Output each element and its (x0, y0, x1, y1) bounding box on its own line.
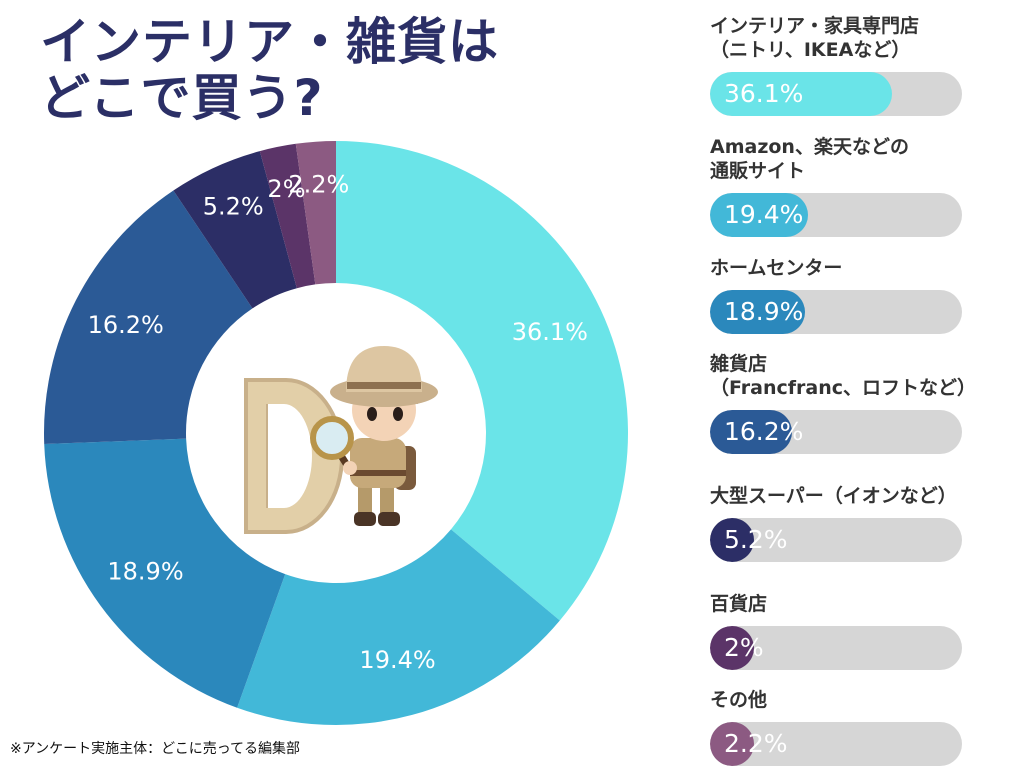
legend-bar-track: 18.9% (710, 290, 962, 334)
mascot-hand (343, 461, 357, 475)
legend-bar-track: 19.4% (710, 193, 962, 237)
legend-bar-value: 2% (724, 633, 764, 662)
donut-slice-4 (44, 190, 253, 445)
legend-label: 雑貨店 （Francfranc、ロフトなど） (710, 352, 1010, 400)
legend-bar-value: 19.4% (724, 200, 804, 229)
legend-label-line: 通販サイト (710, 160, 806, 182)
slice-value-label-1: 36.1% (512, 318, 588, 346)
legend-bar-track: 2% (710, 626, 962, 670)
legend-label: 百貨店 (710, 592, 1010, 616)
legend-bar-fill (710, 193, 808, 237)
slice-value-label-7: 2.2% (288, 171, 349, 199)
legend-label-line: 百貨店 (710, 593, 768, 615)
slice-value-label-3: 18.9% (107, 557, 183, 585)
mascot-helmet-band (347, 382, 421, 389)
legend-bar-track: 5.2% (710, 518, 962, 562)
footnote: ※アンケート実施主体：どこに売ってる編集部 (10, 741, 301, 757)
donut-slice-3 (44, 438, 286, 708)
legend-bar-value: 18.9% (724, 297, 804, 326)
magnifier-lens (310, 416, 354, 460)
legend-bar-value: 5.2% (724, 525, 788, 554)
legend-label-line: インテリア・家具専門店 (710, 15, 920, 37)
legend-label: ホームセンター (710, 256, 1010, 280)
mascot-belt (350, 470, 406, 476)
legend-bar-fill (710, 626, 754, 670)
legend-label: その他 (710, 688, 1010, 712)
legend-label-line: 大型スーパー（イオンなど） (710, 485, 957, 507)
legend-bar-track: 2.2% (710, 722, 962, 766)
donut-slice-5 (173, 151, 297, 309)
legend-label-line: その他 (710, 689, 768, 711)
chart-title: インテリア・雑貨は どこで買う? (40, 14, 600, 126)
slice-value-label-4: 16.2% (88, 311, 164, 339)
legend-bar-fill (710, 410, 792, 454)
chart-title-line-2: どこで買う? (40, 69, 324, 127)
legend-label-line: 雑貨店 (710, 353, 768, 375)
donut-slice-2 (237, 529, 560, 725)
legend-label-line: （Francfranc、ロフトなど） (710, 377, 976, 399)
legend-item-7: その他 2.2% (710, 688, 1010, 766)
legend-label: Amazon、楽天などの 通販サイト (710, 135, 1010, 183)
mascot-boot-left (354, 512, 376, 526)
mascot-body (350, 438, 406, 488)
legend-label-line: Amazon、楽天などの (710, 136, 909, 158)
legend-bar-fill (710, 722, 754, 766)
legend-item-1: インテリア・家具専門店 （ニトリ、IKEAなど） 36.1% (710, 14, 1010, 116)
legend-label: 大型スーパー（イオンなど） (710, 484, 1010, 508)
mascot-boot-right (378, 512, 400, 526)
letter-d-highlight (248, 382, 340, 530)
legend-item-4: 雑貨店 （Francfranc、ロフトなど） 16.2% (710, 352, 1010, 454)
slice-value-label-2: 19.4% (359, 646, 435, 674)
legend-bar-track: 16.2% (710, 410, 962, 454)
legend-bar-value: 16.2% (724, 417, 804, 446)
legend-bar-fill (710, 518, 754, 562)
donut-slice-7 (295, 141, 336, 285)
legend-bar-value: 36.1% (724, 79, 804, 108)
legend-bar-fill (710, 72, 892, 116)
mascot-helmet-dome (346, 346, 422, 392)
slice-value-label-5: 5.2% (203, 192, 264, 220)
mascot-eye-right (393, 407, 403, 421)
legend-bar-value: 2.2% (724, 729, 788, 758)
legend-bar-track: 36.1% (710, 72, 962, 116)
donut-slice-6 (259, 143, 316, 289)
donut-slice-1 (336, 141, 628, 621)
slice-value-label-6: 2% (267, 175, 305, 203)
legend-label-line: （ニトリ、IKEAなど） (710, 39, 911, 61)
detective-mascot-illustration (244, 346, 438, 534)
legend-item-6: 百貨店 2% (710, 592, 1010, 670)
chart-title-line-1: インテリア・雑貨は (40, 13, 499, 71)
legend-item-5: 大型スーパー（イオンなど） 5.2% (710, 484, 1010, 562)
legend-label-line: ホームセンター (710, 257, 843, 279)
donut-chart: 36.1% 19.4% 18.9% 16.2% 5.2%2%2.2% (44, 141, 628, 725)
legend-bar-fill (710, 290, 806, 334)
mascot-eye-left (367, 407, 377, 421)
legend-item-2: Amazon、楽天などの 通販サイト 19.4% (710, 135, 1010, 237)
legend-item-3: ホームセンター 18.9% (710, 256, 1010, 334)
legend-label: インテリア・家具専門店 （ニトリ、IKEAなど） (710, 14, 1010, 62)
